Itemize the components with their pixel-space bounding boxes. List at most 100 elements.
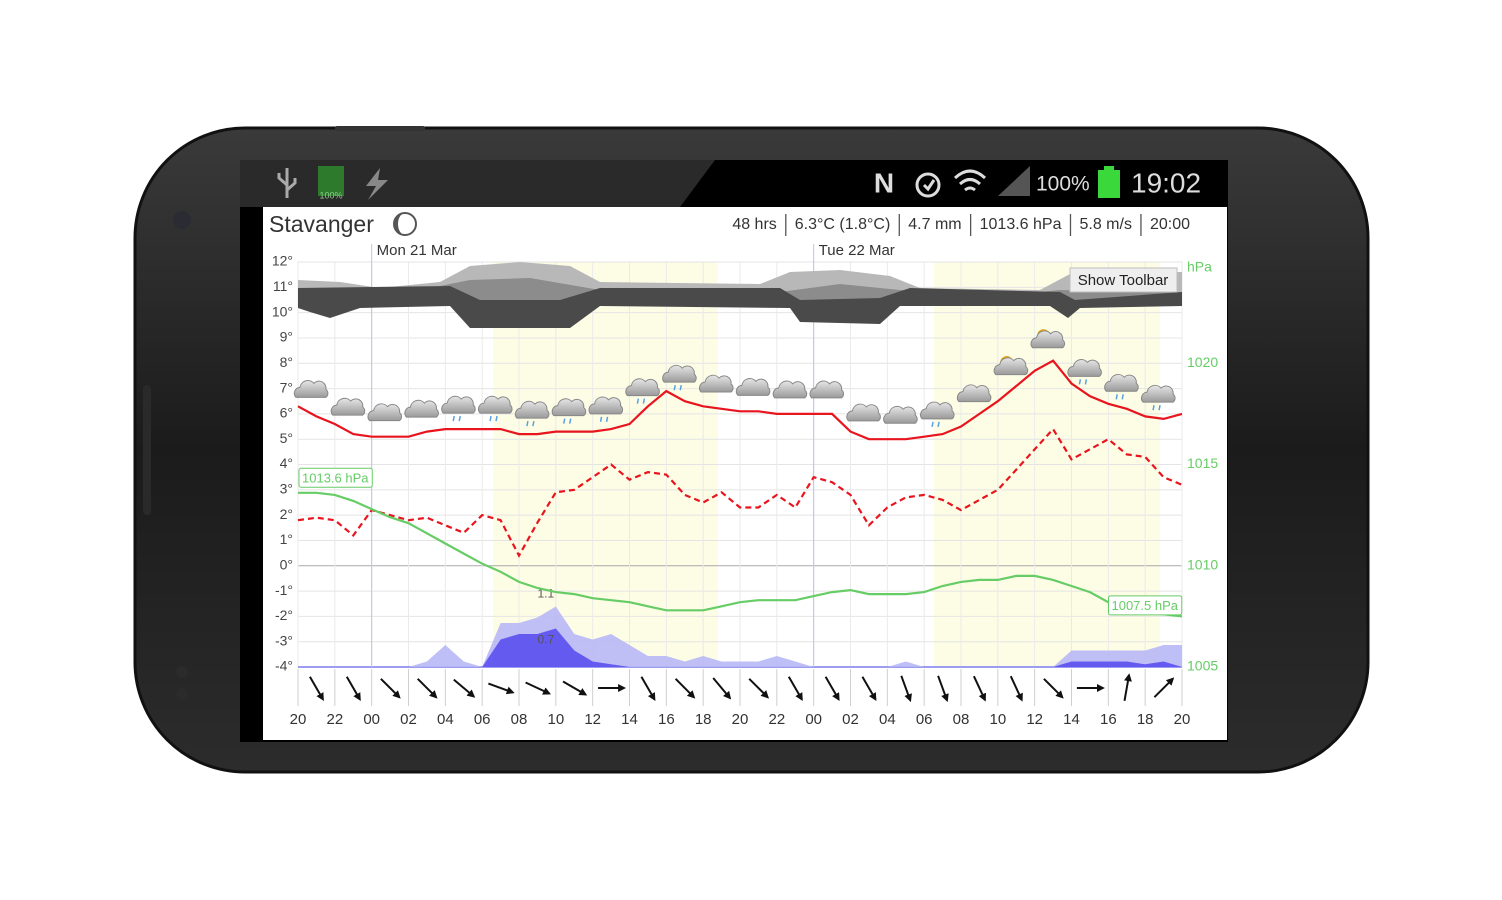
cloud — [809, 380, 844, 399]
weather-icon — [367, 403, 402, 422]
cloud — [625, 378, 660, 397]
x-tick-label: 08 — [953, 711, 970, 728]
weather-icon — [1104, 373, 1139, 400]
weather-icon — [1067, 359, 1102, 385]
x-tick-label: 10 — [547, 711, 564, 728]
cloud — [956, 384, 992, 403]
summary: 20:00 5.8 m/s 1013.6 hPa 4.7 mm 6.3°C (1.8°C… — [732, 214, 1190, 236]
y2-tick-label: 1020 — [1187, 354, 1218, 370]
usb-icon — [277, 168, 297, 198]
wind-arrow — [1123, 673, 1132, 701]
weather-icon — [956, 384, 992, 403]
y-tick-label: 7° — [280, 379, 293, 395]
y-tick-label: -1° — [275, 582, 293, 598]
x-tick-label: 06 — [474, 711, 491, 728]
cloud — [367, 403, 402, 422]
weather-icon — [772, 380, 808, 399]
wind-arrow — [787, 676, 803, 702]
phone-sensor — [176, 688, 188, 700]
cloud — [846, 403, 881, 422]
line — [298, 491, 1183, 618]
x-tick-label: 16 — [1100, 711, 1117, 728]
cloud — [478, 395, 513, 414]
rain — [931, 421, 940, 428]
weather-icon — [404, 399, 439, 418]
y-tick-label: -3° — [275, 632, 293, 648]
wind-arrow — [937, 675, 949, 703]
summary-item: 5.8 m/s — [1079, 216, 1131, 233]
cloud — [772, 380, 808, 399]
x-tick-label: 10 — [989, 711, 1006, 728]
cloud — [588, 396, 623, 415]
wind-arrow — [1153, 677, 1175, 698]
weather-icon — [699, 374, 734, 393]
y-tick-label: 10° — [272, 303, 293, 319]
x-tick-label: 12 — [584, 711, 601, 728]
y-tick-label: -4° — [275, 658, 293, 674]
wind-arrow — [972, 675, 986, 702]
summary-item: 1013.6 hPa — [980, 216, 1062, 233]
button-frame[interactable] — [1069, 267, 1178, 293]
clock: 19:02 — [1131, 167, 1201, 198]
show-toolbar-button[interactable]: Show Toolbar — [1069, 267, 1178, 293]
network-icon: N — [874, 167, 894, 198]
summary-item: 4.7 mm — [908, 216, 961, 233]
x-tick-label: 08 — [511, 711, 528, 728]
cloud — [293, 380, 329, 398]
cloud — [699, 374, 734, 393]
phone-camera — [173, 211, 191, 229]
wind-arrow — [345, 676, 361, 702]
rain — [526, 420, 535, 427]
wind-arrow — [488, 682, 515, 695]
battery-percent: 100% — [1036, 173, 1090, 196]
x-tick-label: 12 — [1026, 711, 1043, 728]
day-label: Tue 22 Mar — [819, 242, 895, 259]
button-label[interactable]: Show Toolbar — [1078, 272, 1169, 289]
x-tick-label: 06 — [916, 711, 933, 728]
weather-icon — [1030, 329, 1065, 349]
y-tick-label: 5° — [280, 430, 293, 446]
y-tick-label: 12° — [272, 253, 293, 269]
dashed-line — [297, 427, 1183, 558]
wind-arrow — [640, 676, 656, 702]
y-tick-label: 2° — [280, 506, 293, 522]
y-tick-label: 11° — [273, 278, 293, 294]
rain — [452, 415, 461, 422]
y-tick-label: 1° — [280, 531, 293, 547]
rain — [489, 415, 498, 422]
cloud — [1067, 359, 1102, 377]
phone-speaker — [143, 385, 151, 515]
y-tick-label: 4° — [280, 455, 293, 471]
value-label-box — [298, 467, 373, 488]
summary-item: 48 hrs — [732, 216, 776, 233]
weather-icon — [625, 378, 660, 404]
wind-arrow — [674, 678, 696, 699]
cloud — [441, 395, 476, 414]
cloud — [514, 400, 550, 419]
cloud — [735, 378, 771, 396]
x-tick-label: 04 — [437, 711, 454, 728]
rain — [673, 385, 682, 391]
summary-item: 20:00 — [1150, 216, 1190, 233]
weather-icon — [441, 395, 476, 422]
cloud — [662, 364, 697, 383]
wind-arrow — [453, 678, 476, 698]
x-tick-label: 16 — [658, 711, 675, 728]
cloud — [883, 405, 918, 424]
weather-icon — [662, 364, 697, 391]
location-title: Stavanger — [269, 211, 374, 237]
signal-icon — [998, 166, 1030, 196]
rain — [1078, 379, 1088, 385]
rain — [636, 398, 646, 404]
rain — [1152, 405, 1161, 411]
battery-small-text: 100% — [319, 190, 342, 200]
wind-arrow — [562, 680, 588, 696]
wind-arrow — [861, 676, 877, 702]
moon-icon — [393, 212, 417, 236]
x-tick-label: 22 — [326, 711, 343, 728]
wind-arrow — [380, 678, 401, 699]
cloud — [1141, 384, 1176, 403]
weather-icon — [993, 356, 1029, 376]
weather-icon — [514, 400, 550, 427]
